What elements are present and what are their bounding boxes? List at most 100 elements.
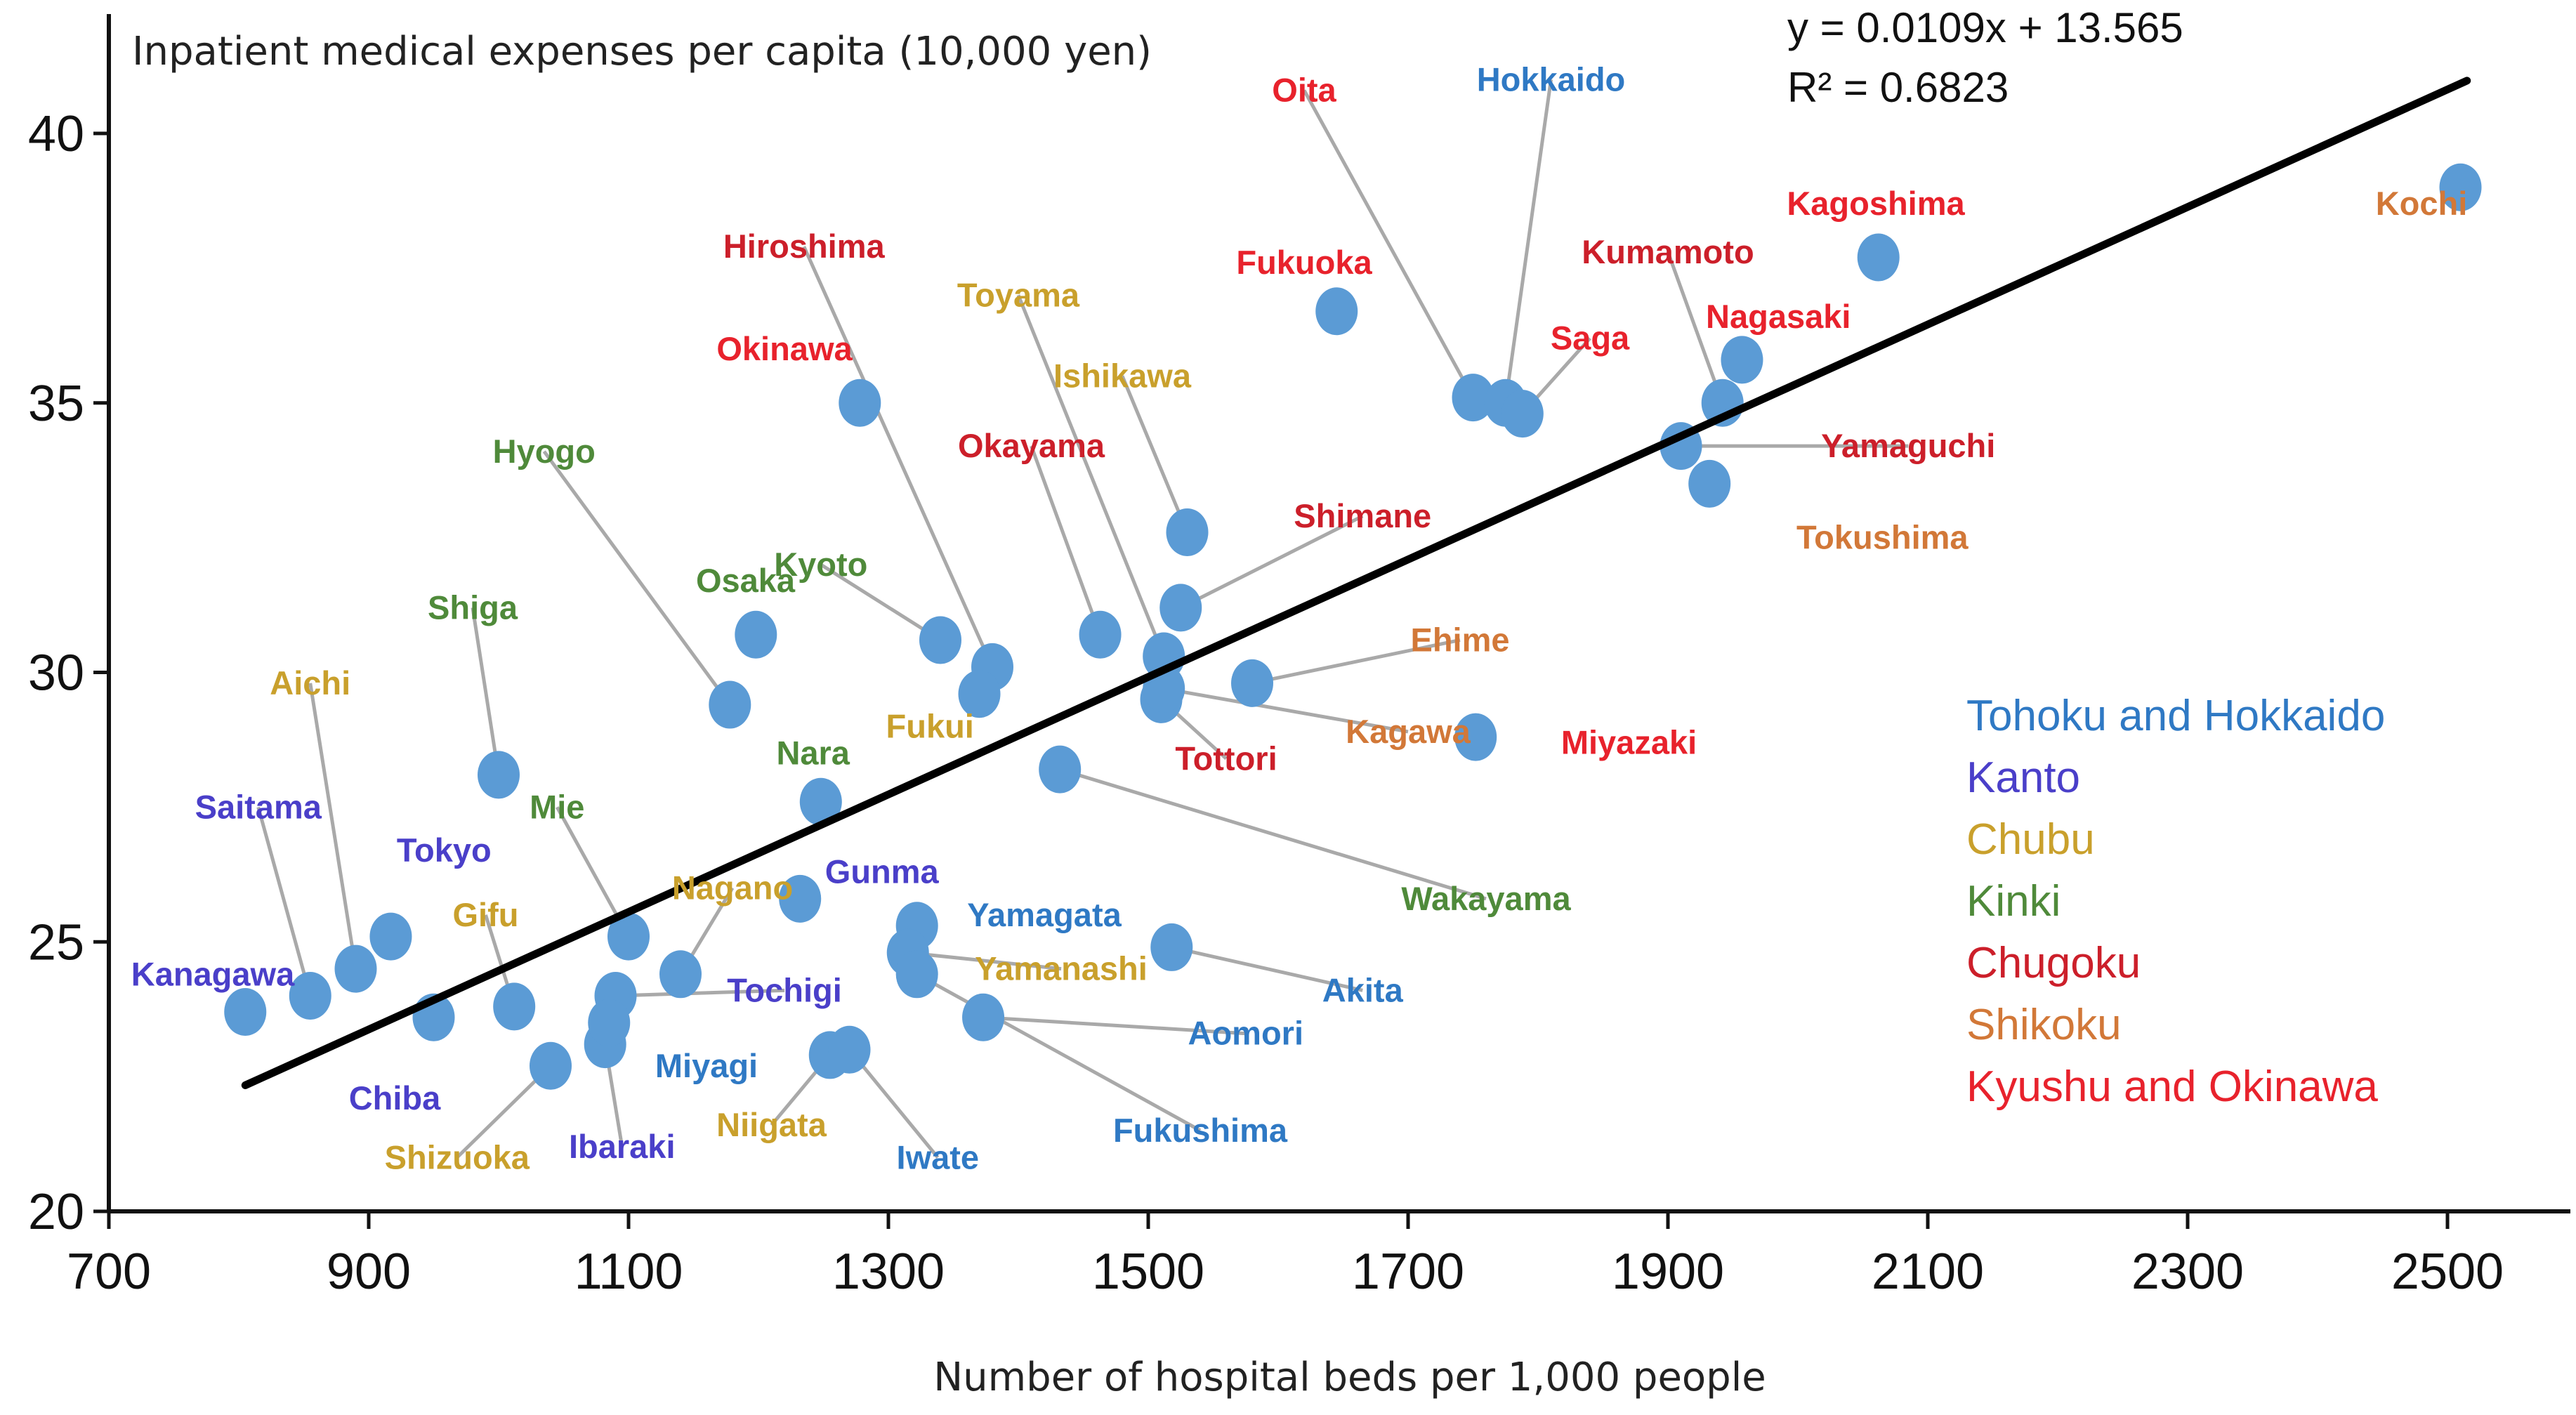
- y-tick-label: 30: [28, 645, 84, 702]
- legend-kanto: Kanto: [1966, 753, 2080, 802]
- point-labels: Kochi Kagoshima Fukuoka Oita Hokkaido Saga Kum…: [131, 60, 2468, 1176]
- point-hyogo: [709, 680, 751, 729]
- legend-tohoku: Tohoku and Hokkaido: [1966, 692, 2385, 740]
- point-nagasaki: [1721, 336, 1763, 384]
- label-fukui: Fukui: [886, 707, 974, 744]
- label-shizuoka: Shizuoka: [385, 1138, 530, 1176]
- leader-line: [1171, 945, 1363, 992]
- point-okinawa: [839, 379, 881, 427]
- leader-line: [907, 951, 1062, 971]
- leader-line: [1180, 514, 1364, 610]
- label-tokyo: Tokyo: [397, 831, 492, 869]
- label-hyogo: Hyogo: [493, 433, 596, 470]
- label-hokkaido: Hokkaido: [1477, 60, 1626, 98]
- point-gunma: [779, 874, 822, 923]
- leader-line: [1016, 294, 1166, 657]
- point-miyagi: [588, 999, 631, 1047]
- label-iwate: Iwate: [897, 1138, 980, 1176]
- point-fukushima: [895, 950, 938, 999]
- point-iwate: [828, 1025, 871, 1074]
- point-ishikawa: [1166, 508, 1209, 556]
- point-shimane: [1159, 584, 1202, 632]
- y-axis-title: Inpatient medical expenses per capita (1…: [132, 29, 1152, 74]
- data-points: [224, 163, 2482, 1090]
- point-saga: [1501, 390, 1544, 438]
- leader-line: [1120, 375, 1189, 533]
- point-kagoshima: [1857, 233, 1900, 282]
- label-miyagi: Miyagi: [655, 1047, 758, 1084]
- label-fukushima: Fukushima: [1113, 1112, 1288, 1149]
- label-miyazaki: Miyazaki: [1561, 723, 1697, 761]
- label-mie: Mie: [530, 788, 584, 825]
- label-ishikawa: Ishikawa: [1053, 357, 1192, 394]
- label-gifu: Gifu: [453, 896, 519, 933]
- point-mie: [607, 912, 650, 961]
- x-tick-label: 2300: [2131, 1244, 2244, 1300]
- label-saitama: Saitama: [195, 788, 322, 825]
- legend-kyushu: Kyushu and Okinawa: [1966, 1062, 2378, 1111]
- label-kagawa: Kagawa: [1346, 713, 1471, 750]
- legend-chubu: Chubu: [1966, 815, 2095, 864]
- x-axis-title: Number of hospital beds per 1,000 people: [933, 1355, 1766, 1400]
- leader-line: [983, 1015, 1246, 1036]
- axes: 20 25 30 35 40 700 900 1100 1300 1500 1700 1900 2100…: [28, 14, 2570, 1300]
- label-nagasaki: Nagasaki: [1706, 298, 1851, 335]
- label-wakayama: Wakayama: [1401, 880, 1571, 917]
- point-osaka: [735, 610, 777, 659]
- legend-kinki: Kinki: [1966, 877, 2061, 926]
- point-saitama: [289, 972, 331, 1020]
- trendline: [241, 77, 2471, 1089]
- x-tick-label: 2500: [2391, 1244, 2504, 1300]
- x-tick-label: 1500: [1092, 1244, 1204, 1300]
- legend-shikoku: Shikoku: [1966, 1001, 2122, 1049]
- point-kyoto: [919, 616, 961, 664]
- leader-line: [848, 1048, 940, 1159]
- label-akita: Akita: [1322, 971, 1404, 1008]
- x-tick-label: 1700: [1352, 1244, 1464, 1300]
- label-chiba: Chiba: [349, 1079, 441, 1117]
- trendline-equation: y = 0.0109x + 13.565: [1787, 4, 2183, 51]
- point-akita: [1150, 923, 1193, 971]
- point-nara: [799, 777, 842, 826]
- label-hiroshima: Hiroshima: [723, 228, 886, 265]
- label-tottori: Tottori: [1175, 739, 1277, 777]
- label-kochi: Kochi: [2376, 185, 2468, 222]
- point-okayama: [1079, 610, 1122, 659]
- label-niigata: Niigata: [716, 1106, 827, 1143]
- label-saga: Saga: [1551, 320, 1630, 357]
- point-fukuoka: [1315, 287, 1358, 336]
- point-wakayama: [1039, 745, 1082, 794]
- label-shiga: Shiga: [428, 588, 518, 626]
- point-kanagawa: [224, 988, 267, 1036]
- point-miyazaki: [1454, 713, 1497, 761]
- legend-chugoku: Chugoku: [1966, 939, 2141, 987]
- point-nagano: [659, 950, 702, 999]
- label-nagano: Nagano: [672, 869, 793, 907]
- trendline-layer: [241, 77, 2471, 1089]
- label-oita: Oita: [1272, 72, 1336, 109]
- leader-line: [820, 562, 942, 642]
- leader-line: [1302, 89, 1475, 399]
- x-tick-label: 1900: [1612, 1244, 1724, 1300]
- label-kagoshima: Kagoshima: [1787, 185, 1965, 222]
- leader-line: [1030, 445, 1102, 636]
- label-okinawa: Okinawa: [716, 330, 853, 367]
- label-toyama: Toyama: [957, 276, 1080, 313]
- label-fukuoka: Fukuoka: [1236, 244, 1372, 281]
- leader-line: [1163, 687, 1409, 734]
- label-ehime: Ehime: [1410, 621, 1509, 658]
- x-tick-label: 2100: [1872, 1244, 1984, 1300]
- label-gunma: Gunma: [825, 853, 940, 890]
- y-tick-label: 35: [28, 376, 84, 432]
- leader-line: [916, 973, 1202, 1133]
- label-yamanashi: Yamanashi: [975, 950, 1148, 987]
- y-tick-label: 20: [28, 1184, 84, 1240]
- point-tokyo: [369, 912, 412, 961]
- x-tick-label: 700: [67, 1244, 151, 1300]
- leader-line: [542, 450, 732, 706]
- label-aichi: Aichi: [270, 664, 350, 702]
- label-tokushima: Tokushima: [1796, 519, 1969, 556]
- x-tick-label: 1300: [832, 1244, 945, 1300]
- leader-line: [1504, 79, 1553, 404]
